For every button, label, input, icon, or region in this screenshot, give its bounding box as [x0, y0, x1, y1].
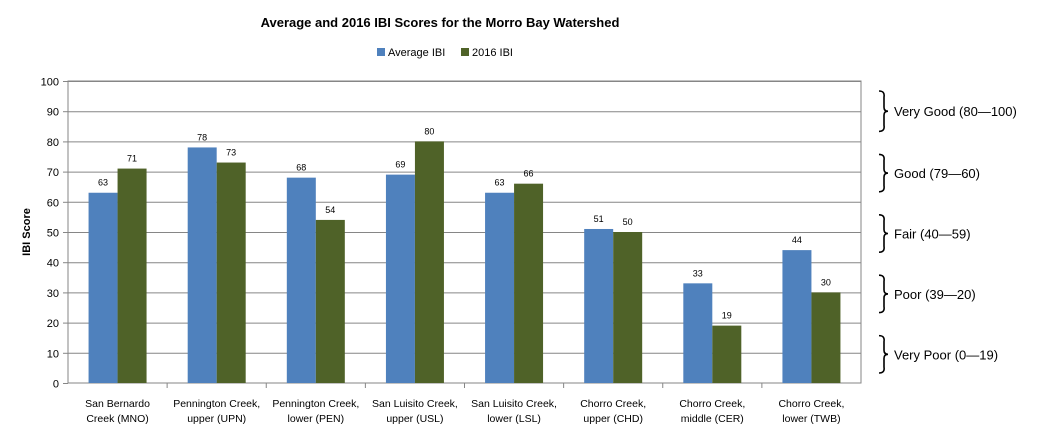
category-label: San Luisito Creek, — [372, 398, 458, 410]
category-label: Pennington Creek, — [272, 398, 359, 410]
legend-label: 2016 IBI — [472, 47, 513, 59]
category-label: lower (LSL) — [487, 413, 541, 425]
bar-2016 — [117, 168, 147, 383]
bar-average — [385, 174, 415, 383]
bar-average — [782, 250, 812, 383]
category-label: Chorro Creek, — [679, 398, 745, 410]
y-tick-label-100: 100 — [41, 77, 59, 89]
rating-band-label: Very Good (80—100) — [894, 104, 1017, 119]
bar-2016 — [414, 141, 444, 383]
y-tick-label-60: 60 — [47, 197, 59, 209]
data-label: 19 — [722, 311, 732, 321]
data-label: 63 — [98, 178, 108, 188]
data-label: 80 — [424, 126, 434, 136]
category-label: Chorro Creek, — [778, 398, 844, 410]
data-label: 54 — [325, 205, 335, 215]
category-label: upper (USL) — [386, 413, 443, 425]
rating-band-label: Good (79—60) — [894, 166, 980, 181]
rating-bands: Very Good (80—100) Good (79—60) Fair (40—5… — [878, 90, 1017, 374]
bar-2016 — [315, 219, 345, 383]
bars — [88, 141, 841, 383]
data-label: 78 — [197, 132, 207, 142]
category-label: upper (CHD) — [583, 413, 643, 425]
data-label: 68 — [296, 163, 306, 173]
category-label: lower (TWB) — [782, 413, 840, 425]
y-tick-label-20: 20 — [47, 318, 59, 330]
brace-icon — [878, 274, 889, 314]
data-label: 44 — [792, 235, 802, 245]
bar-average — [286, 177, 316, 383]
y-tick-label-50: 50 — [47, 228, 59, 240]
bar-2016 — [712, 325, 742, 383]
y-tick-label-30: 30 — [47, 288, 59, 300]
y-tick-label-40: 40 — [47, 258, 59, 270]
y-tick-label-0: 0 — [53, 379, 59, 391]
rating-band-label: Fair (40—59) — [894, 227, 971, 242]
category-label: San Bernardo — [85, 398, 150, 410]
data-label: 63 — [495, 178, 505, 188]
bar-average — [88, 192, 118, 383]
legend: Average IBI 2016 IBI — [377, 47, 513, 59]
brace-icon — [878, 334, 889, 374]
category-label: San Luisito Creek, — [471, 398, 557, 410]
brace-icon — [878, 90, 889, 133]
category-label: middle (CER) — [681, 413, 744, 425]
category-label: Chorro Creek, — [580, 398, 646, 410]
data-label: 71 — [127, 154, 137, 164]
category-label: lower (PEN) — [288, 413, 345, 425]
bar-average — [683, 283, 713, 383]
legend-label: Average IBI — [388, 47, 445, 59]
brace-icon — [878, 214, 889, 253]
rating-band-label: Poor (39—20) — [894, 287, 976, 302]
legend-swatch — [461, 48, 469, 56]
bar-average — [485, 192, 515, 383]
x-axis-categories: San Bernardo Creek (MNO) Pennington Creek,… — [85, 398, 844, 425]
y-tick-label-10: 10 — [47, 348, 59, 360]
bar-2016 — [514, 183, 544, 383]
bar-average — [187, 147, 217, 383]
bar-average — [584, 228, 614, 383]
data-label: 66 — [524, 169, 534, 179]
y-tick-label-70: 70 — [47, 167, 59, 179]
y-tick-label-90: 90 — [47, 107, 59, 119]
bar-2016 — [613, 232, 643, 383]
data-label: 51 — [594, 214, 604, 224]
y-tick-label-80: 80 — [47, 137, 59, 149]
data-labels: 63 71 78 73 68 54 69 80 63 66 51 50 33 19 44 30 — [98, 126, 831, 320]
category-label: Pennington Creek, — [173, 398, 260, 410]
data-label: 73 — [226, 148, 236, 158]
data-label: 69 — [395, 160, 405, 170]
category-label: Creek (MNO) — [86, 413, 148, 425]
bar-2016 — [811, 292, 841, 383]
data-label: 33 — [693, 268, 703, 278]
y-axis-ticks: 0 10 20 30 40 50 60 70 80 90 100 — [41, 77, 59, 391]
data-label: 30 — [821, 277, 831, 287]
bar-2016 — [216, 162, 246, 383]
rating-band-label: Very Poor (0—19) — [894, 347, 998, 362]
category-label: upper (UPN) — [187, 413, 246, 425]
y-axis-label: IBI Score — [21, 208, 33, 256]
legend-swatch — [377, 48, 385, 56]
chart-title: Average and 2016 IBI Scores for the Morr… — [261, 15, 620, 30]
brace-icon — [878, 153, 889, 193]
data-label: 50 — [623, 217, 633, 227]
